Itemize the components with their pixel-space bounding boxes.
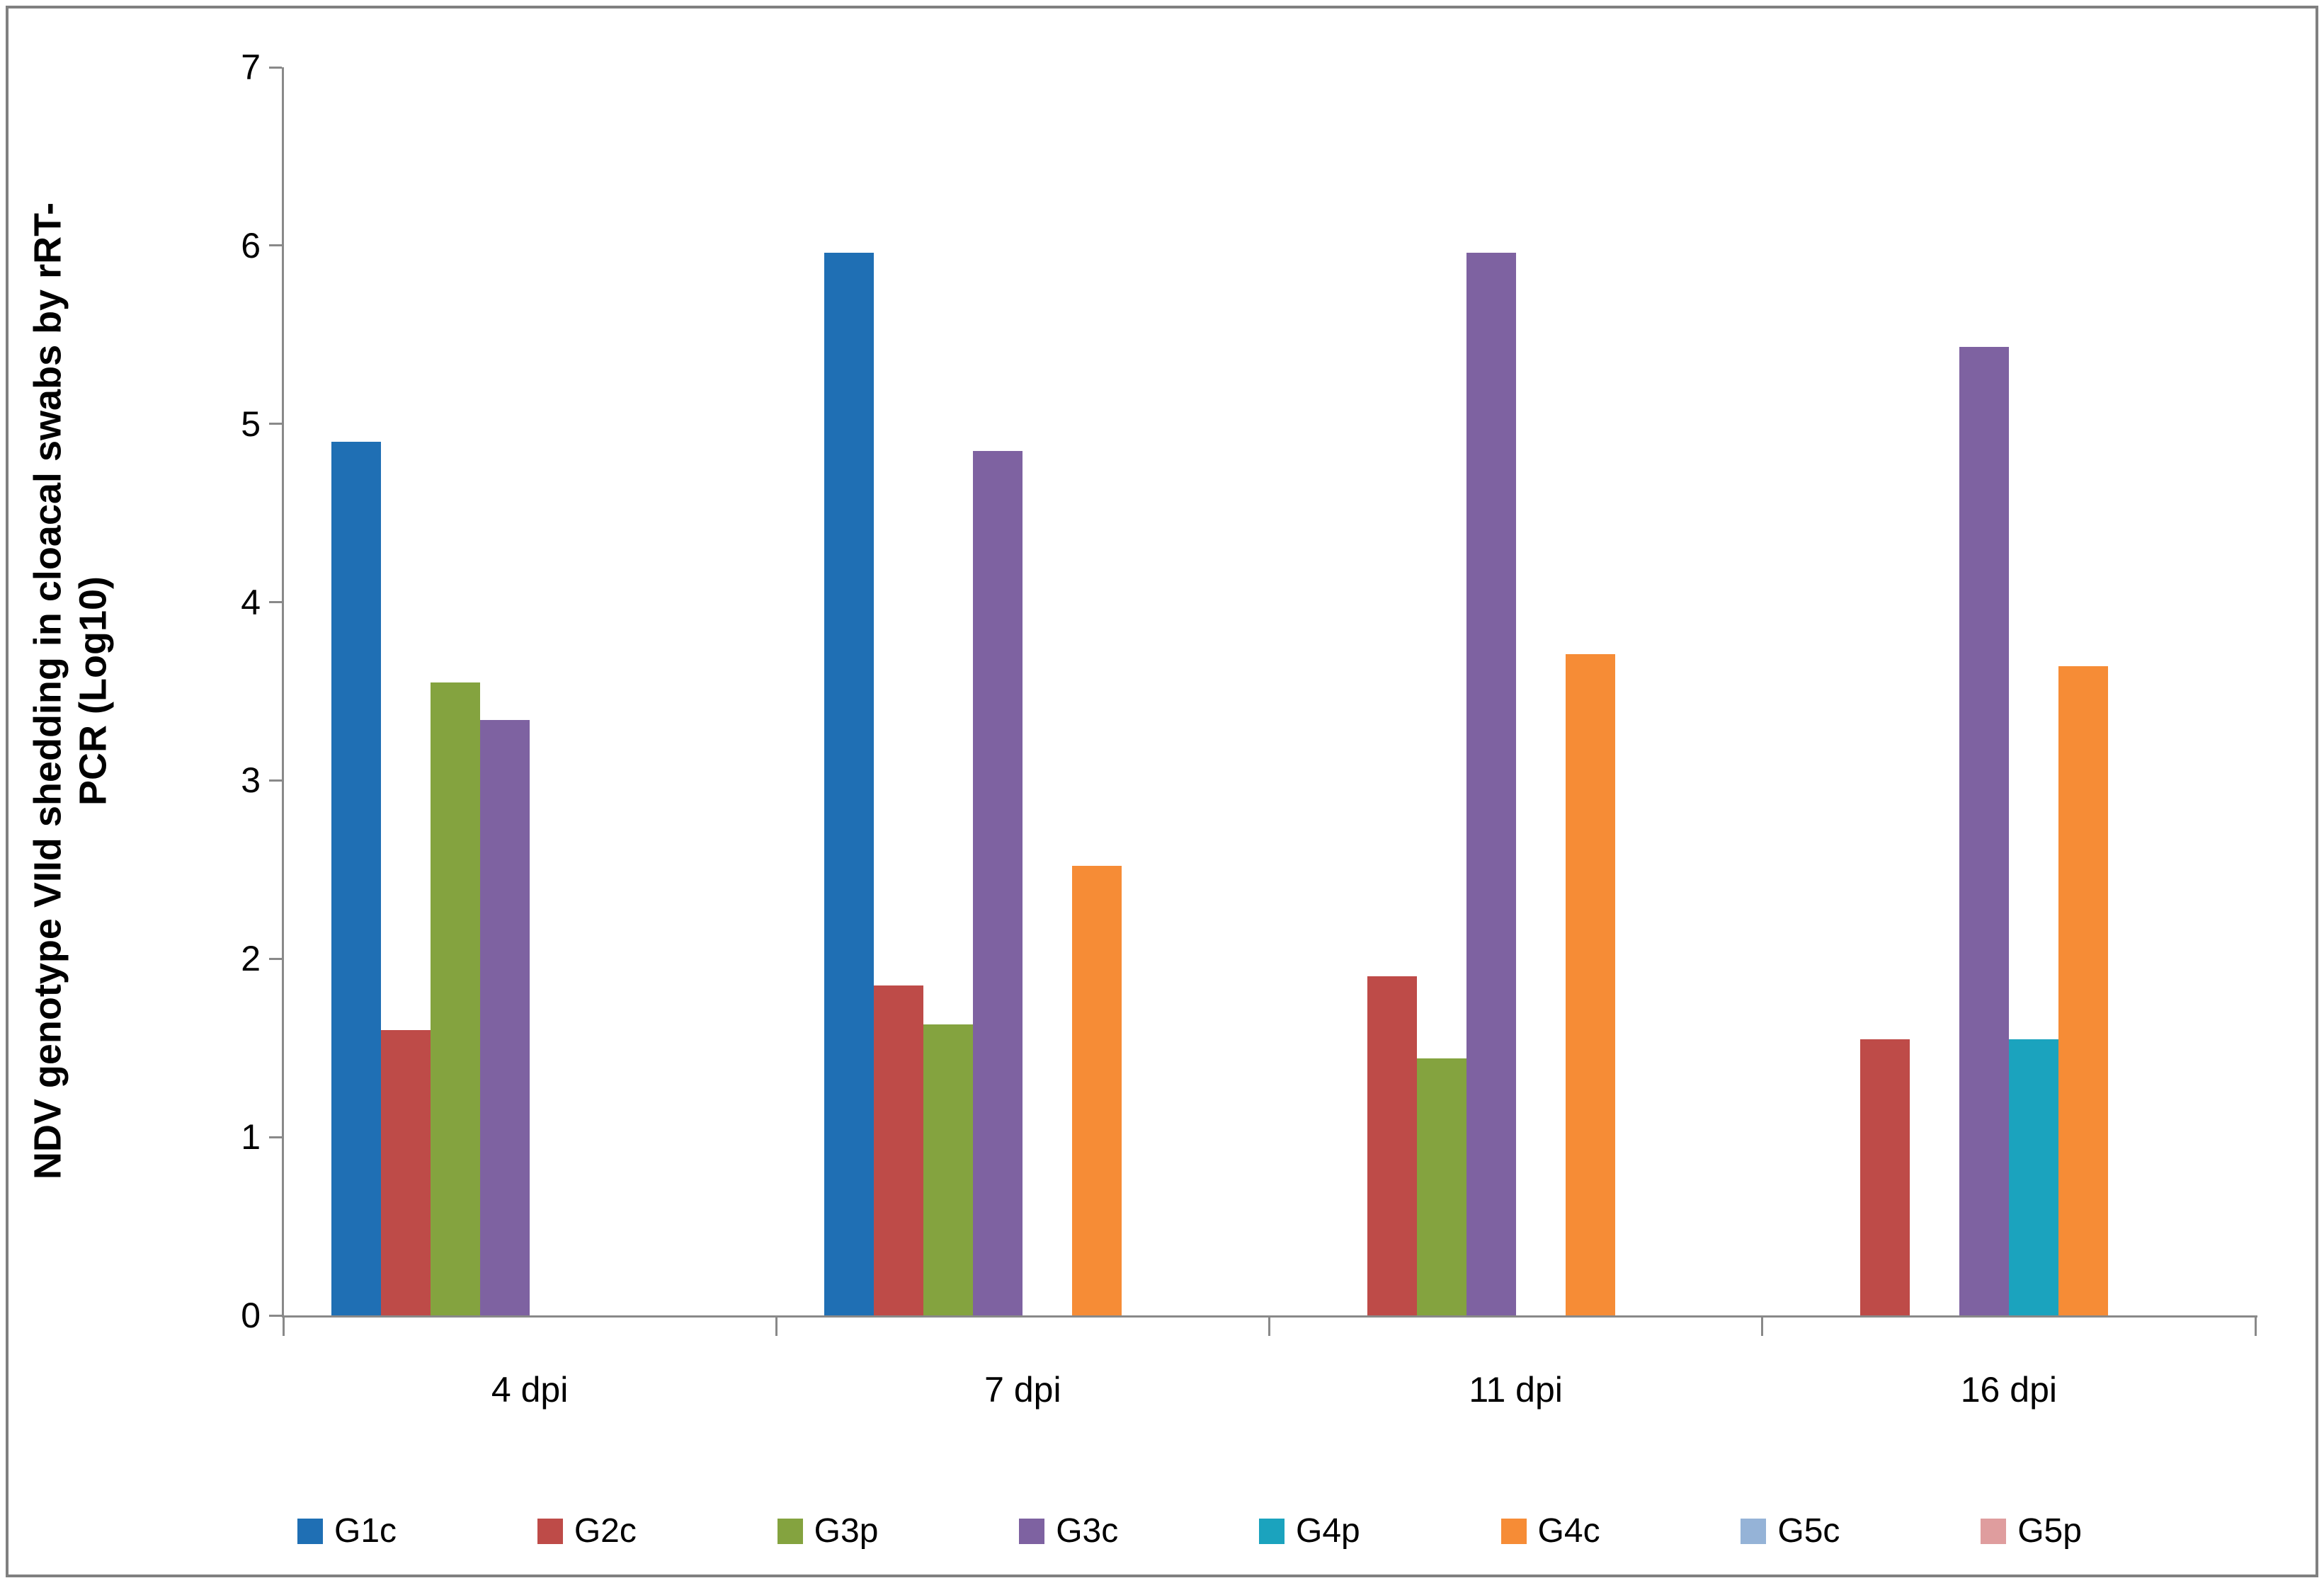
- legend-swatch-G5c: [1741, 1519, 1767, 1544]
- bar-G4p-16-dpi: [2008, 1039, 2058, 1315]
- x-category-label-4-dpi: 4 dpi: [491, 1370, 569, 1410]
- y-axis-title-line-2: PCR (Log10): [72, 576, 115, 806]
- legend: G1c G2c G3p G3c G4p G4c G5c G5p: [297, 1511, 2082, 1551]
- legend-swatch-G4p: [1259, 1519, 1285, 1544]
- legend-label-G2c: G2c: [574, 1512, 637, 1550]
- legend-item-G5p: G5p: [1981, 1511, 2082, 1551]
- x-tick-mark: [1268, 1318, 1270, 1336]
- bar-G3c-4-dpi: [480, 719, 530, 1315]
- x-category-label-16-dpi: 16 dpi: [1960, 1370, 2057, 1410]
- legend-swatch-G3p: [777, 1519, 803, 1544]
- y-tick-label-4: 4: [241, 582, 261, 622]
- bar-G3p-11-dpi: [1416, 1058, 1466, 1315]
- bar-G2c-7-dpi: [874, 985, 924, 1315]
- legend-item-G2c: G2c: [537, 1511, 637, 1551]
- bar-G2c-16-dpi: [1859, 1039, 1910, 1315]
- y-tick-mark: [269, 423, 282, 425]
- legend-item-G1c: G1c: [297, 1511, 397, 1551]
- bar-G3c-11-dpi: [1466, 252, 1516, 1315]
- legend-swatch-G4c: [1500, 1519, 1527, 1544]
- y-axis-line: [282, 67, 284, 1318]
- legend-item-G3c: G3c: [1019, 1511, 1118, 1551]
- bar-G4c-7-dpi: [1072, 866, 1122, 1315]
- legend-label-G3p: G3p: [814, 1512, 879, 1550]
- legend-label-G5c: G5c: [1777, 1512, 1840, 1550]
- bar-group-7-dpi: [776, 67, 1269, 1315]
- legend-swatch-G1c: [297, 1519, 323, 1544]
- y-tick-mark: [269, 244, 282, 247]
- x-tick-mark: [775, 1318, 777, 1336]
- bar-G1c-7-dpi: [824, 252, 875, 1315]
- legend-item-G4p: G4p: [1259, 1511, 1360, 1551]
- legend-label-G1c: G1c: [334, 1512, 397, 1550]
- y-tick-label-5: 5: [241, 404, 261, 444]
- x-axis-line: [282, 1315, 2257, 1318]
- y-tick-label-2: 2: [241, 939, 261, 979]
- bar-G4c-11-dpi: [1565, 653, 1615, 1315]
- bar-G2c-4-dpi: [381, 1030, 431, 1315]
- bar-group-16-dpi: [1762, 67, 2255, 1315]
- bar-G1c-4-dpi: [331, 441, 382, 1315]
- legend-swatch-G2c: [537, 1519, 563, 1544]
- legend-item-G5c: G5c: [1741, 1511, 1840, 1551]
- legend-label-G5p: G5p: [2017, 1512, 2082, 1550]
- bar-G3c-16-dpi: [1959, 347, 2009, 1315]
- legend-label-G4p: G4p: [1296, 1512, 1360, 1550]
- bar-group-11-dpi: [1270, 67, 1762, 1315]
- y-tick-mark: [269, 957, 282, 960]
- y-tick-mark: [269, 66, 282, 69]
- legend-swatch-G5p: [1981, 1519, 2007, 1544]
- x-tick-mark: [282, 1318, 285, 1336]
- legend-swatch-G3c: [1019, 1519, 1045, 1544]
- x-tick-mark: [2254, 1318, 2257, 1336]
- bar-G2c-11-dpi: [1367, 976, 1417, 1315]
- bar-G4c-16-dpi: [2058, 666, 2108, 1315]
- y-tick-label-0: 0: [241, 1296, 261, 1335]
- y-axis-title-line-1: NDV genotype VIId shedding in cloacal sw…: [26, 202, 69, 1180]
- bar-G3c-7-dpi: [973, 450, 1023, 1315]
- y-axis-title: NDV genotype VIId shedding in cloacal sw…: [25, 67, 116, 1315]
- y-tick-mark: [269, 1136, 282, 1138]
- x-category-label-11-dpi: 11 dpi: [1469, 1370, 1563, 1410]
- y-tick-label-1: 1: [241, 1117, 261, 1158]
- bar-G3p-4-dpi: [431, 682, 481, 1315]
- x-category-label-7-dpi: 7 dpi: [984, 1370, 1061, 1410]
- bar-group-4-dpi: [283, 67, 776, 1315]
- legend-label-G4c: G4c: [1537, 1512, 1600, 1550]
- bar-G3p-7-dpi: [923, 1024, 974, 1315]
- y-tick-label-3: 3: [241, 760, 261, 801]
- plot-area: [283, 67, 2255, 1315]
- legend-item-G4c: G4c: [1500, 1511, 1600, 1551]
- y-tick-mark: [269, 601, 282, 604]
- legend-item-G3p: G3p: [777, 1511, 879, 1551]
- y-tick-label-6: 6: [241, 225, 261, 265]
- y-tick-label-7: 7: [241, 47, 261, 87]
- y-tick-mark: [269, 779, 282, 782]
- y-tick-mark: [269, 1314, 282, 1317]
- legend-label-G3c: G3c: [1056, 1512, 1119, 1550]
- x-tick-mark: [1761, 1318, 1764, 1336]
